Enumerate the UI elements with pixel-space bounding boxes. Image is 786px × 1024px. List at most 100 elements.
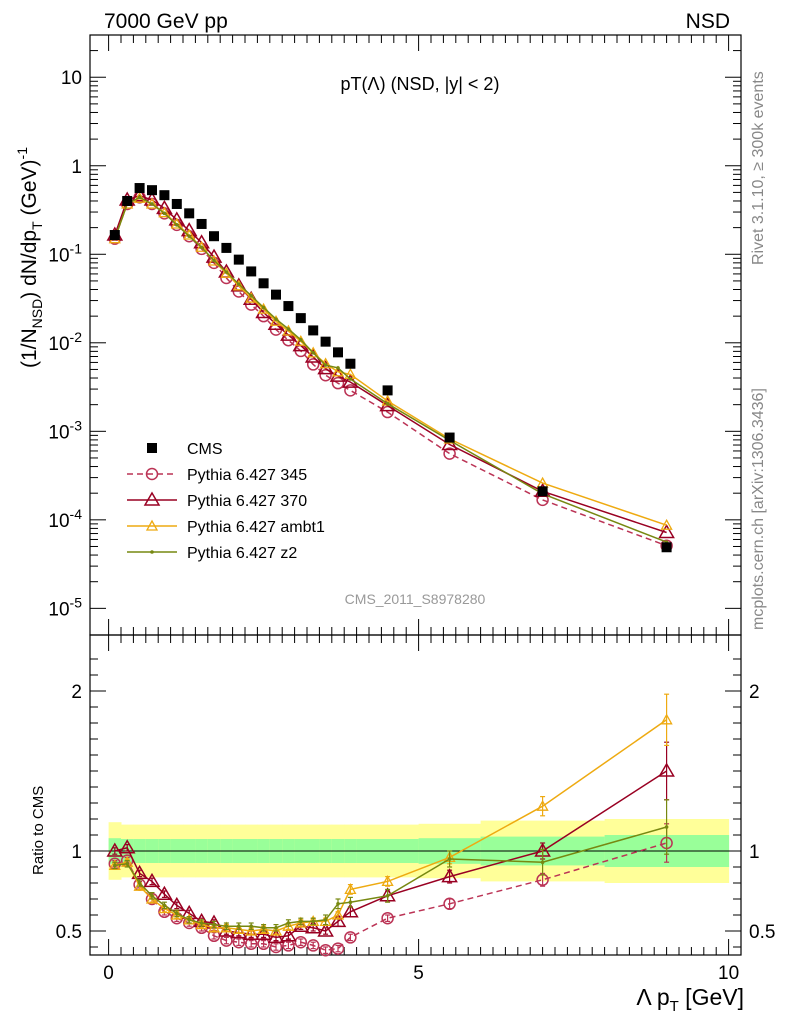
- ratio-ytick-label: 0.5: [56, 922, 82, 943]
- ratio-point-p370: [118, 839, 136, 854]
- ratio-point-p370: [658, 762, 675, 777]
- ratio-ytick-label-right: 0.5: [749, 922, 775, 943]
- point-z2: [224, 270, 229, 274]
- point-cms: [258, 278, 269, 289]
- point-ambt1: [195, 240, 208, 252]
- legend-label-p370: Pythia 6.427 370: [187, 493, 307, 510]
- point-p345: [344, 384, 357, 397]
- ratio-point-ambt1: [536, 799, 549, 811]
- point-ambt1: [257, 302, 270, 314]
- point-ambt1: [660, 518, 673, 530]
- ratio-point-ambt1: [245, 924, 258, 936]
- ratio-point-p345: [443, 897, 456, 911]
- ratio-point-z2: [212, 922, 216, 927]
- ratio-point-ambt1: [257, 923, 270, 935]
- ratio-point-z2: [664, 825, 669, 829]
- ratio-point-z2: [175, 911, 179, 916]
- point-cms: [221, 242, 232, 253]
- ratio-point-z2: [187, 918, 191, 922]
- legend-label-ambt1: Pythia 6.427 ambt1: [187, 519, 325, 536]
- legend: CMS Pythia 6.427 345 Pythia 6.427 370 Pythi…: [127, 441, 325, 562]
- ratio-xlabel: Λ pT [GeV]: [636, 984, 744, 1015]
- point-cms: [209, 231, 219, 242]
- point-cms: [271, 289, 281, 300]
- ratio-point-z2: [162, 903, 167, 908]
- point-cms: [196, 218, 207, 229]
- point-p345: [306, 358, 320, 371]
- ratio-point-z2: [249, 924, 253, 928]
- ytick-label: 1: [71, 157, 82, 178]
- point-z2: [336, 366, 340, 370]
- series-line-z2: [114, 196, 667, 543]
- point-cms: [345, 358, 356, 369]
- ratio-ytick-label: 2: [71, 682, 82, 703]
- point-p345: [443, 447, 456, 460]
- point-z2: [348, 377, 353, 381]
- point-cms: [184, 208, 195, 219]
- legend-label-cms: CMS: [187, 441, 223, 458]
- ratio-point-z2: [150, 894, 154, 898]
- point-z2: [323, 363, 328, 367]
- ratio-point-p345: [232, 935, 246, 949]
- ytick-label: 10-5: [48, 594, 82, 620]
- point-ambt1: [207, 254, 221, 266]
- point-z2: [261, 305, 266, 310]
- ratio-point-p370: [156, 885, 173, 900]
- ratio-point-ambt1: [220, 921, 233, 933]
- point-cms: [159, 190, 170, 201]
- xtick-label: 10: [718, 963, 739, 984]
- point-cms: [295, 313, 306, 324]
- point-cms: [171, 198, 182, 209]
- point-z2: [175, 223, 179, 227]
- point-cms: [233, 254, 244, 265]
- ratio-point-z2: [286, 921, 291, 925]
- point-ambt1: [232, 279, 245, 291]
- legend-marker-p345: [145, 467, 159, 481]
- point-z2: [199, 245, 204, 250]
- ratio-line-z2: [114, 826, 667, 929]
- ratio-point-ambt1: [331, 908, 345, 920]
- point-ambt1: [294, 334, 307, 346]
- ytick-label: 10-3: [48, 417, 82, 443]
- ratio-point-p370: [106, 842, 124, 857]
- ratio-point-ambt1: [344, 883, 357, 895]
- point-p370: [131, 187, 148, 202]
- ratio-point-ambt1: [195, 918, 208, 930]
- ratio-point-p345: [220, 934, 233, 947]
- xtick-label: 0: [103, 963, 114, 984]
- point-ambt1: [307, 346, 320, 358]
- point-z2: [187, 234, 191, 239]
- ratio-uncertainty-bands: [90, 819, 741, 883]
- point-z2: [150, 202, 154, 206]
- point-p345: [319, 368, 332, 382]
- point-cms: [320, 336, 331, 347]
- ratio-point-p345: [282, 939, 295, 952]
- point-cms: [109, 230, 120, 241]
- point-z2: [299, 338, 303, 342]
- ytick-label: 10-2: [48, 329, 82, 355]
- ratio-marks: [106, 693, 675, 957]
- ratio-point-z2: [336, 902, 340, 906]
- point-p370: [230, 277, 248, 292]
- point-z2: [162, 211, 167, 216]
- legend-label-p345: Pythia 6.427 345: [187, 467, 307, 484]
- ratio-point-p345: [257, 937, 270, 951]
- chart-marks: [106, 183, 675, 553]
- point-z2: [212, 258, 216, 263]
- ratio-point-p370: [317, 922, 334, 937]
- ratio-point-p345: [331, 942, 345, 955]
- ratio-point-p370: [342, 903, 359, 918]
- ratio-ytick-label-right: 2: [749, 682, 760, 703]
- point-cms: [134, 183, 145, 194]
- ratio-ytick-label: 1: [71, 842, 82, 863]
- point-cms: [308, 325, 319, 336]
- point-p345: [331, 376, 345, 390]
- point-z2: [286, 327, 291, 331]
- ratio-point-z2: [540, 860, 545, 864]
- ratio-point-p345: [269, 940, 283, 954]
- ratio-point-p370: [131, 864, 148, 880]
- ratio-point-ambt1: [660, 713, 673, 725]
- legend-marker-ambt1: [145, 519, 159, 531]
- ratio-point-z2: [199, 921, 204, 925]
- ratio-point-z2: [447, 857, 452, 861]
